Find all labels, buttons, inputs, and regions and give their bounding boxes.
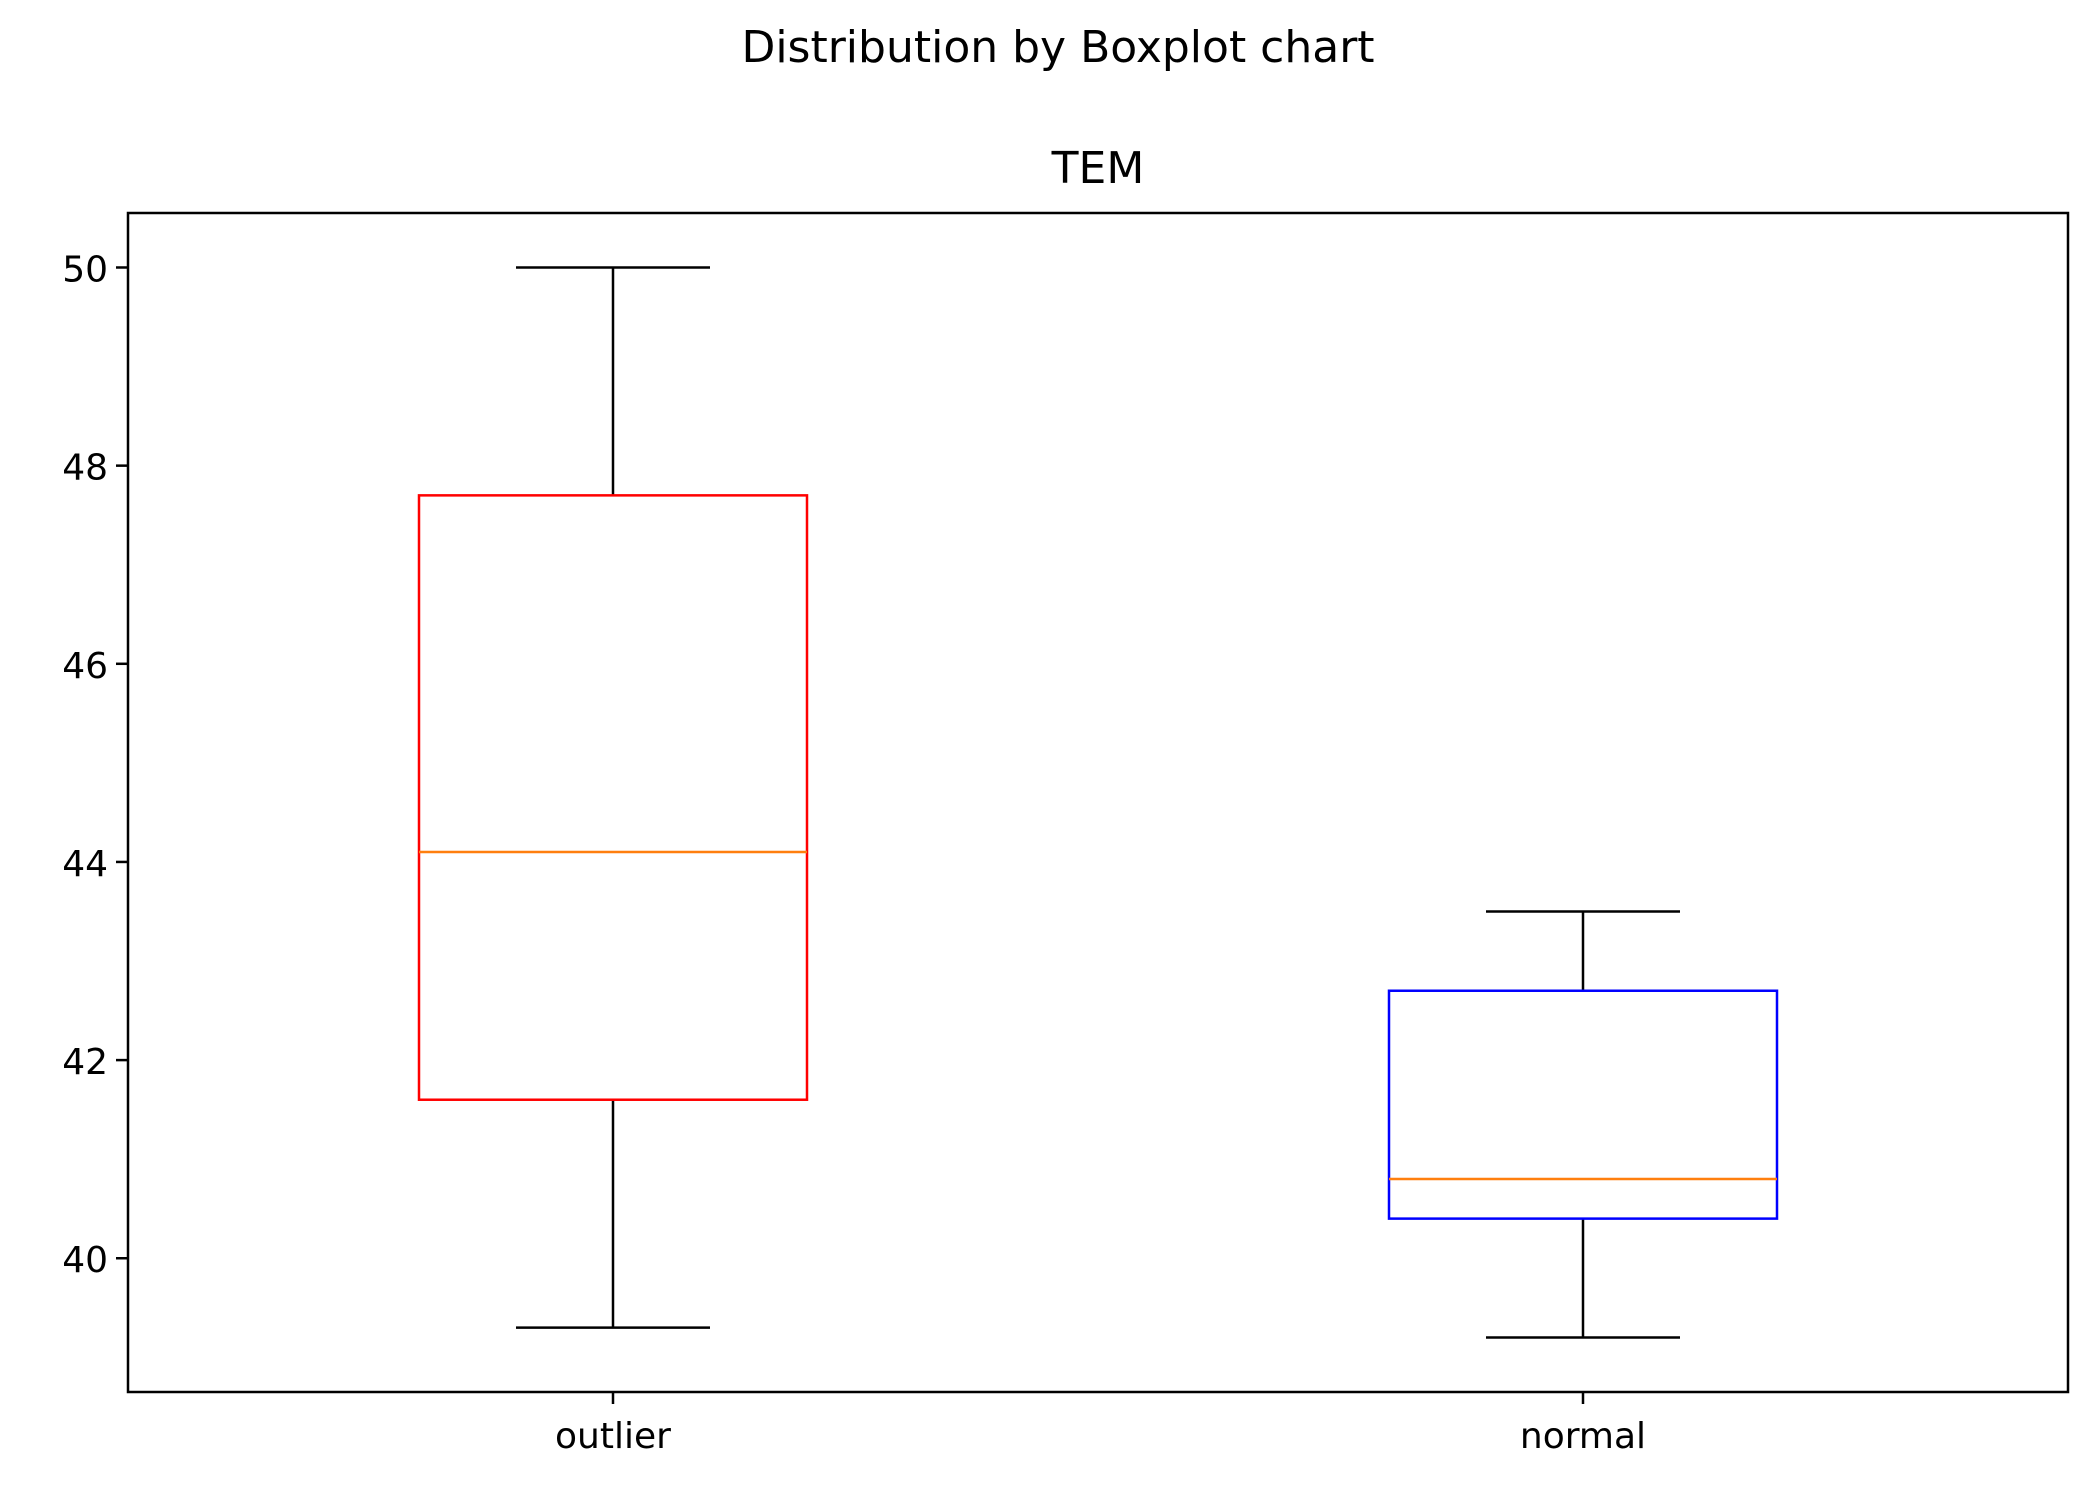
- chart-suptitle: Distribution by Boxplot chart: [741, 22, 1374, 73]
- x-tick-label: normal: [1520, 1416, 1646, 1457]
- y-tick-label: 42: [62, 1042, 108, 1083]
- box-outlier: [417, 494, 809, 1101]
- y-tick-label: 46: [62, 646, 108, 687]
- y-tick-label: 40: [62, 1240, 108, 1281]
- y-tick-label: 50: [62, 249, 108, 290]
- box-normal: [1387, 989, 1779, 1220]
- x-tick-label: outlier: [555, 1416, 671, 1457]
- y-tick-label: 48: [62, 448, 108, 489]
- plot-area: 40 42 44 46 48 50 outlier normal: [62, 249, 1779, 1457]
- axes-frame: [126, 211, 2070, 1394]
- y-tick-label: 44: [62, 844, 108, 885]
- chart-title: TEM: [1051, 143, 1145, 194]
